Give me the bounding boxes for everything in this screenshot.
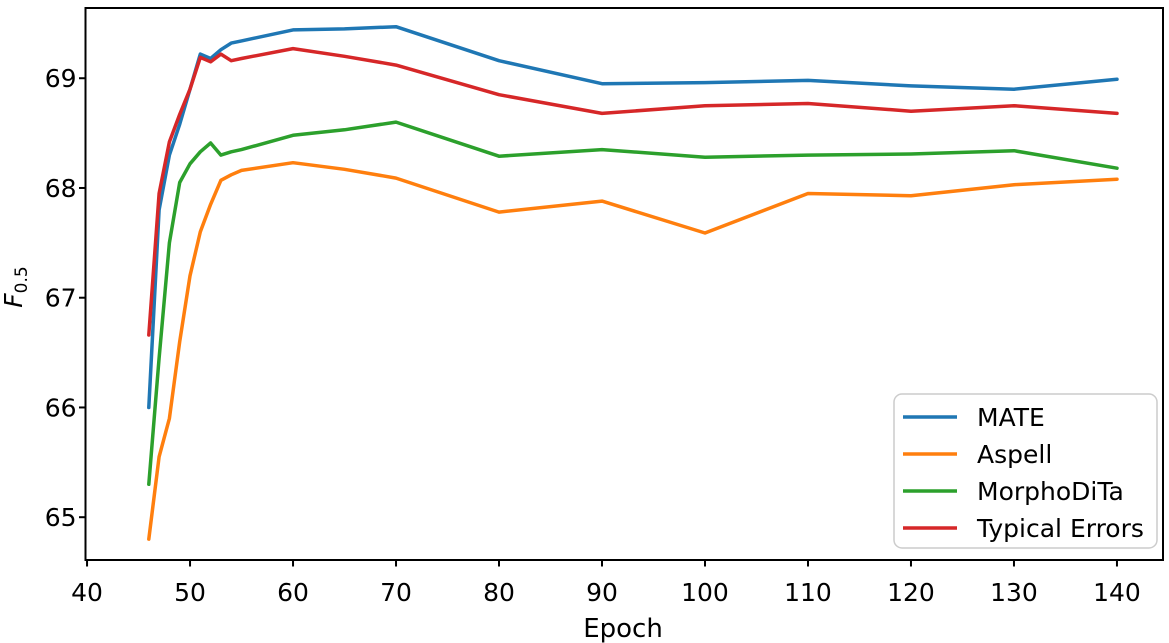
legend-label: MATE xyxy=(977,403,1045,432)
legend: MATE Aspell MorphoDiTa Typical Errors xyxy=(893,393,1158,549)
x-tick-label: 130 xyxy=(990,578,1038,607)
x-tick-label: 60 xyxy=(277,578,309,607)
x-tick-label: 70 xyxy=(380,578,412,607)
y-tick-label: 68 xyxy=(45,174,77,203)
series-line-aspell xyxy=(147,160,1119,541)
x-tick-label: 50 xyxy=(174,578,206,607)
legend-item-typical-errors: Typical Errors xyxy=(903,514,1144,543)
y-tick-label: 69 xyxy=(45,64,77,93)
x-tick-label: 110 xyxy=(784,578,832,607)
x-tick-label: 100 xyxy=(681,578,729,607)
y-axis-label-subscript: 0.5 xyxy=(12,266,32,293)
legend-label: MorphoDiTa xyxy=(977,477,1124,506)
x-tick-label: 80 xyxy=(483,578,515,607)
series-line-typical-errors xyxy=(147,46,1119,337)
x-tick-label: 140 xyxy=(1093,578,1141,607)
x-tick-label: 40 xyxy=(71,578,103,607)
series-lines xyxy=(147,24,1119,541)
y-tick-label: 66 xyxy=(45,393,77,422)
series-line-morphodita xyxy=(147,120,1119,487)
x-tick-label: 120 xyxy=(887,578,935,607)
y-axis-label-main: F xyxy=(0,293,28,308)
legend-label: Typical Errors xyxy=(976,514,1144,543)
legend-item-aspell: Aspell xyxy=(903,440,1052,469)
x-axis-ticks: 40 50 60 70 80 90 100 110 120 130 140 xyxy=(71,560,1141,607)
legend-item-morphodita: MorphoDiTa xyxy=(903,477,1124,506)
x-axis-label: Epoch xyxy=(583,614,663,643)
y-axis-label: F0.5 xyxy=(0,266,32,307)
y-tick-label: 65 xyxy=(45,503,77,532)
plot-border-rect xyxy=(84,7,1164,561)
y-tick-label: 67 xyxy=(45,284,77,313)
y-axis-ticks: 65 66 67 68 69 xyxy=(45,64,86,532)
legend-box xyxy=(893,393,1158,549)
x-tick-label: 90 xyxy=(586,578,618,607)
series-line-mate xyxy=(147,24,1119,410)
plot-border xyxy=(84,7,1164,561)
legend-item-mate: MATE xyxy=(903,403,1045,432)
legend-label: Aspell xyxy=(977,440,1052,469)
